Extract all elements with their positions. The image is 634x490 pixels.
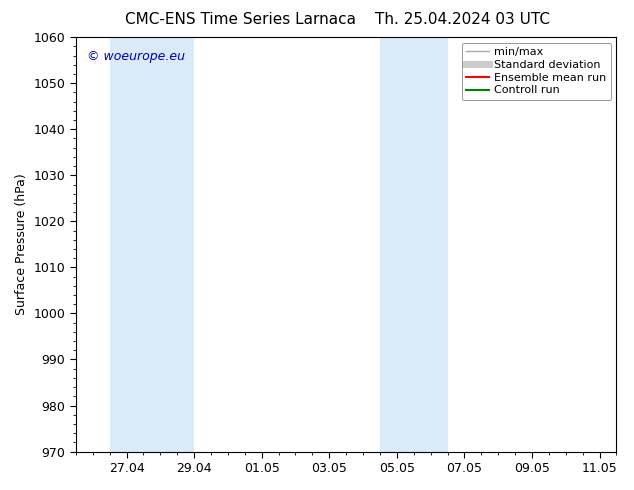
Bar	[380, 37, 448, 452]
Legend: min/max, Standard deviation, Ensemble mean run, Controll run: min/max, Standard deviation, Ensemble me…	[462, 43, 611, 100]
Text: © woeurope.eu: © woeurope.eu	[87, 49, 184, 63]
Text: Th. 25.04.2024 03 UTC: Th. 25.04.2024 03 UTC	[375, 12, 550, 27]
Bar	[110, 37, 194, 452]
Text: CMC-ENS Time Series Larnaca: CMC-ENS Time Series Larnaca	[126, 12, 356, 27]
Y-axis label: Surface Pressure (hPa): Surface Pressure (hPa)	[15, 173, 28, 315]
